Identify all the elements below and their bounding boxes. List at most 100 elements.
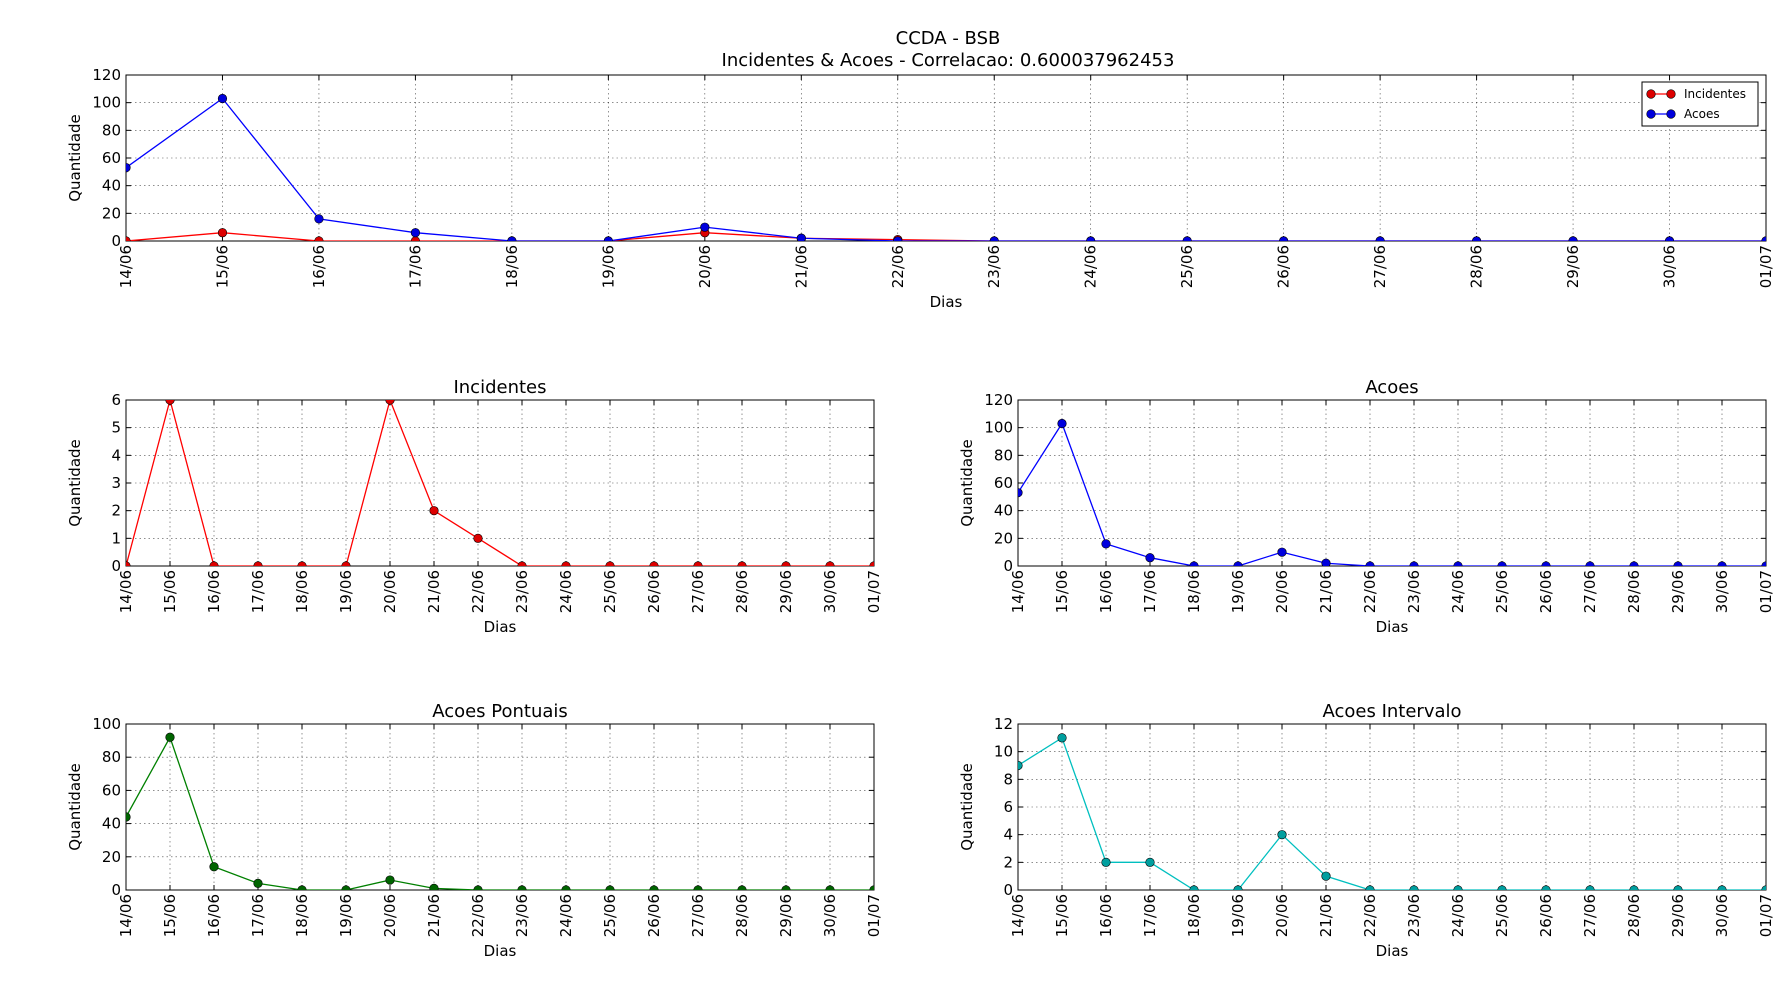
data-point [1189, 885, 1199, 890]
x-tick-label: 14/06 [1009, 570, 1027, 613]
data-point [297, 561, 307, 566]
data-point [209, 561, 219, 566]
y-tick-label: 100 [92, 94, 121, 112]
y-axis-label: Quantidade [66, 439, 84, 527]
data-point [473, 885, 483, 890]
x-tick-label: 22/06 [469, 570, 487, 613]
y-tick-label: 60 [102, 781, 121, 799]
x-tick-label: 22/06 [469, 894, 487, 937]
chart-title: Acoes Intervalo [1322, 701, 1461, 722]
series-1 [126, 93, 1766, 241]
y-axis-label: Quantidade [66, 763, 84, 851]
x-tick-label: 14/06 [117, 894, 135, 937]
chart-title: Acoes Pontuais [432, 701, 568, 722]
data-point [989, 236, 999, 241]
data-point [825, 561, 835, 566]
data-point [1321, 558, 1331, 566]
x-tick-label: 23/06 [513, 570, 531, 613]
data-point [507, 236, 517, 241]
x-tick-label: 28/06 [733, 570, 751, 613]
data-point [473, 533, 483, 543]
x-tick-label: 25/06 [601, 570, 619, 613]
chart-2: 0 20 40 60 80 100 120 14/06 15/06 16/06 17/06 18/06… [958, 377, 1775, 636]
x-axis-label: Dias [1376, 618, 1409, 636]
x-tick-label: 23/06 [1405, 894, 1423, 937]
x-tick-label: 15/06 [1053, 570, 1071, 613]
x-tick-label: 01/07 [865, 570, 883, 613]
x-tick-label: 17/06 [249, 570, 267, 613]
x-tick-label: 30/06 [1661, 245, 1679, 288]
x-tick-label: 21/06 [1317, 570, 1335, 613]
legend-frame [1641, 81, 1759, 127]
y-axis-label: Quantidade [958, 763, 976, 851]
x-tick-label: 16/06 [205, 570, 223, 613]
x-tick-label: 18/06 [1185, 570, 1203, 613]
data-point [209, 862, 219, 872]
data-point [1568, 236, 1578, 241]
series-line [1018, 736, 1766, 890]
data-point [217, 228, 228, 238]
data-point [341, 885, 351, 890]
legend-entry-label: Acoes [1684, 107, 1720, 121]
y-tick-label: 0 [111, 232, 121, 250]
x-tick-label: 17/06 [406, 245, 424, 288]
x-tick-label: 16/06 [205, 894, 223, 937]
data-point [1279, 236, 1289, 241]
series-0 [1018, 418, 1766, 566]
series-line [126, 232, 1766, 241]
data-point [1277, 547, 1287, 557]
data-point [561, 885, 571, 890]
series-0 [126, 400, 874, 566]
data-point [1101, 539, 1111, 549]
y-tick-label: 0 [111, 557, 121, 575]
series-line [1018, 422, 1766, 566]
data-point [605, 885, 615, 890]
y-axis-label: Quantidade [66, 114, 84, 202]
data-point [297, 885, 307, 890]
x-tick-label: 15/06 [161, 894, 179, 937]
x-tick-label: 01/07 [1757, 570, 1775, 613]
data-point [700, 222, 710, 232]
data-point [1761, 236, 1766, 241]
x-tick-label: 24/06 [1449, 570, 1467, 613]
data-point [341, 561, 351, 566]
x-tick-label: 18/06 [293, 894, 311, 937]
data-point [869, 885, 874, 890]
y-tick-label: 0 [111, 881, 121, 899]
data-point [385, 400, 395, 405]
chart-3: 0 20 40 60 80 100 14/06 15/06 16/06 17/06 18/06 19/… [66, 701, 883, 960]
data-point [693, 885, 703, 890]
x-tick-label: 17/06 [1141, 894, 1159, 937]
x-tick-label: 16/06 [1097, 570, 1115, 613]
data-point [1497, 561, 1507, 566]
x-tick-label: 20/06 [381, 894, 399, 937]
series-line [126, 97, 1766, 241]
y-tick-label: 6 [1003, 798, 1013, 816]
data-point [385, 875, 395, 885]
data-point [165, 732, 175, 742]
x-tick-label: 19/06 [599, 245, 617, 288]
data-point [1717, 885, 1727, 890]
x-tick-label: 18/06 [503, 245, 521, 288]
x-tick-label: 22/06 [1361, 894, 1379, 937]
data-point [1375, 236, 1385, 241]
data-point [1086, 236, 1096, 241]
data-point [893, 236, 903, 241]
x-tick-label: 21/06 [425, 570, 443, 613]
data-point [1145, 857, 1155, 867]
y-axis-label: Quantidade [958, 439, 976, 527]
x-tick-label: 26/06 [1537, 894, 1555, 937]
x-tick-label: 23/06 [985, 245, 1003, 288]
y-tick-label: 40 [102, 815, 121, 833]
data-point [1189, 561, 1199, 566]
data-point [126, 163, 131, 173]
x-tick-label: 15/06 [161, 570, 179, 613]
data-point [217, 93, 228, 104]
legend-swatch-marker [1666, 89, 1676, 99]
series-0 [126, 228, 1766, 241]
y-tick-label: 120 [92, 66, 121, 84]
x-tick-label: 25/06 [601, 894, 619, 937]
data-point [253, 878, 263, 888]
x-tick-label: 16/06 [1097, 894, 1115, 937]
data-point [517, 561, 527, 566]
